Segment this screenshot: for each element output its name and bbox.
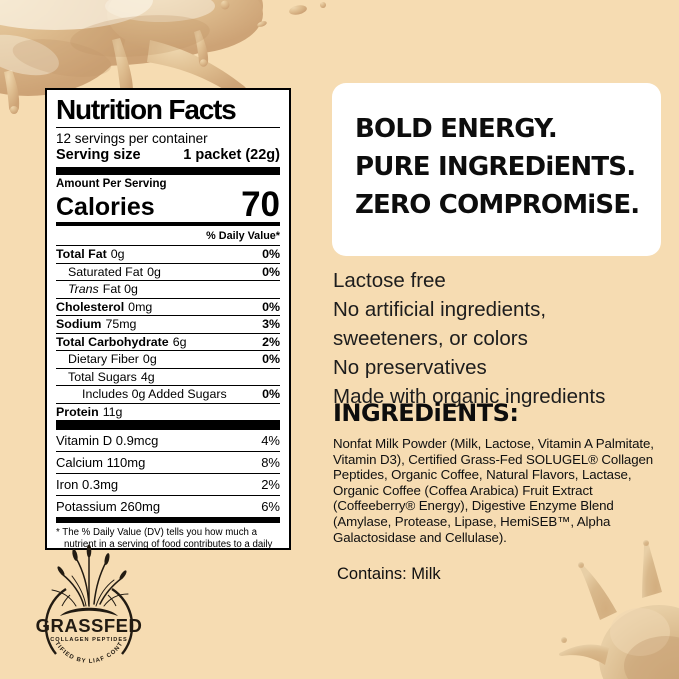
nutrient-dv: 0%	[262, 299, 280, 314]
calories-row: Calories 70	[56, 185, 280, 225]
ingredients-heading: INGREDiENTS:	[333, 399, 519, 427]
vitamin-name: Iron 0.3mg	[56, 477, 119, 493]
ingredients-text: Nonfat Milk Powder (Milk, Lactose, Vitam…	[333, 436, 654, 545]
daily-value-header: % Daily Value*	[56, 226, 280, 247]
divider-bar	[56, 222, 280, 227]
vitamin-name: Vitamin D 0.9mcg	[56, 433, 159, 449]
amount-per-serving-label: Amount Per Serving	[56, 178, 167, 191]
servings-per-container: 12 servings per container	[56, 131, 208, 147]
vitamin-row-calcium: Calcium 110mg 8%	[56, 452, 280, 475]
headline-line-1: BOLD ENERGY.	[355, 114, 558, 144]
vitamin-dv: 6%	[261, 499, 280, 515]
calories-label: Calories	[56, 193, 155, 222]
benefit-item: Lactose free	[333, 269, 446, 292]
calories-value: 70	[241, 185, 280, 225]
nutrient-amount: 11g	[102, 404, 123, 419]
nutrient-dv: 2%	[262, 334, 280, 349]
nutrient-dv: 0%	[262, 387, 280, 402]
nutrient-dv: 0%	[262, 352, 280, 367]
nutrient-amount: 0mg	[128, 299, 153, 314]
nutrient-name: Includes 0g Added Sugars	[82, 387, 227, 402]
nutrient-amount: 6g	[172, 334, 187, 349]
vitamin-name: Calcium 110mg	[56, 455, 146, 471]
nutrient-name: Total Fat	[56, 247, 107, 262]
vitamin-name: Potassium 260mg	[56, 499, 161, 515]
vitamin-dv: 8%	[261, 455, 280, 471]
nutrient-name: Total Sugars	[68, 369, 137, 384]
headline-line-2: PURE INGREDiENTS.	[355, 152, 636, 182]
benefit-claims-list: Lactose free No artificial ingredients, …	[333, 266, 659, 411]
nutrient-name: Total Carbohydrate	[56, 334, 169, 349]
coffee-splash-bottom-right-image	[559, 540, 679, 679]
nutrient-row-added-sugars: Includes 0g Added Sugars 0%	[56, 386, 280, 404]
serving-size-label: Serving size	[56, 147, 141, 164]
divider-bar	[56, 421, 280, 431]
nutrient-row-cholesterol: Cholesterol 0mg 0%	[56, 299, 280, 317]
cattail-heads-icon	[57, 544, 127, 616]
nutrient-amount: 75mg	[105, 317, 137, 332]
headline-card: BOLD ENERGY. PURE INGREDiENTS. ZERO COMP…	[332, 83, 661, 256]
nutrient-amount: 0g	[147, 264, 161, 279]
vitamin-dv: 4%	[261, 433, 280, 449]
vitamin-row-iron: Iron 0.3mg 2%	[56, 474, 280, 497]
vitamin-row-potassium: Potassium 260mg 6%	[56, 496, 280, 517]
nutrient-name: Saturated Fat	[68, 264, 144, 279]
nutrient-dv: 0%	[262, 264, 280, 279]
benefit-item: No preservatives	[333, 356, 487, 379]
nutrient-dv: 3%	[262, 317, 280, 332]
headline-line-3: ZERO COMPROMiSE.	[355, 190, 640, 220]
nutrient-row-sodium: Sodium 75mg 3%	[56, 316, 280, 334]
nutrient-row-total-fat: Total Fat 0g 0%	[56, 246, 280, 264]
daily-value-footnote: * The % Daily Value (DV) tells you how m…	[56, 527, 273, 550]
vitamin-dv: 2%	[261, 477, 280, 493]
nutrient-row-protein: Protein 11g	[56, 404, 280, 422]
nutrient-amount: 0g	[142, 352, 157, 367]
nutrient-row-saturated-fat: Saturated Fat 0g 0%	[56, 264, 280, 282]
nutrient-name: Trans	[68, 282, 99, 297]
nutrient-row-trans-fat: Trans Fat 0g	[56, 281, 280, 299]
logo-subtitle-text: COLLAGEN PEPTIDES	[50, 637, 128, 643]
grass-stalks-icon	[51, 553, 129, 607]
logo-name-text: GRASSFED	[36, 615, 143, 636]
nutrition-facts-label: Nutrition Facts 12 servings per containe…	[45, 88, 291, 550]
nutrient-amount: 0g	[110, 247, 125, 262]
grassfed-badge-logo: GRASSFED COLLAGEN PEPTIDES CERTIFIED BY …	[26, 544, 143, 665]
nutrient-amount: Fat 0g	[102, 282, 138, 297]
nutrient-row-total-carbohydrate: Total Carbohydrate 6g 2%	[56, 334, 280, 352]
benefit-item: Made with organic ingredients	[333, 385, 606, 408]
badge-circle-arcs	[44, 587, 134, 655]
nutrient-amount: 4g	[140, 369, 155, 384]
nutrient-row-dietary-fiber: Dietary Fiber 0g 0%	[56, 351, 280, 369]
serving-size-row: Serving size 1 packet (22g)	[56, 146, 280, 167]
nutrient-name: Cholesterol	[56, 299, 125, 314]
serving-size-value: 1 packet (22g)	[183, 147, 280, 164]
nutrient-name: Dietary Fiber	[68, 352, 139, 367]
divider-bar	[56, 167, 280, 176]
benefit-item: No artificial ingredients, sweeteners, o…	[333, 298, 547, 350]
nutrient-row-total-sugars: Total Sugars 4g	[56, 369, 280, 387]
allergen-statement: Contains: Milk	[337, 565, 441, 583]
nutrition-facts-title: Nutrition Facts	[56, 95, 280, 129]
divider-bar	[56, 517, 280, 524]
nutrient-dv: 0%	[262, 247, 280, 262]
vitamin-row-vitamin-d: Vitamin D 0.9mcg 4%	[56, 430, 280, 453]
nutrient-name: Protein	[56, 404, 99, 419]
nutrient-name: Sodium	[56, 317, 102, 332]
